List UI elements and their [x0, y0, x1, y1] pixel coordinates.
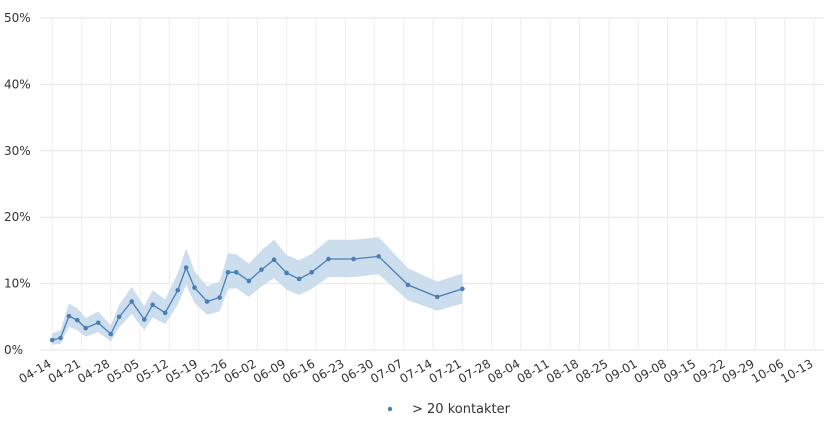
confidence-band — [52, 237, 463, 345]
legend-label: > 20 kontakter — [412, 402, 511, 417]
x-tick-label: 04-14 — [16, 356, 53, 386]
x-tick-label: 05-12 — [134, 356, 171, 386]
data-point — [141, 317, 147, 322]
data-point — [246, 278, 252, 284]
x-tick-label: 07-14 — [397, 356, 434, 386]
data-point — [162, 310, 168, 316]
data-point — [225, 270, 231, 275]
data-point — [58, 335, 63, 341]
data-point — [460, 286, 465, 292]
x-tick-label: 06-16 — [280, 356, 317, 386]
x-tick-label: 10-06 — [749, 356, 786, 386]
data-points — [49, 254, 465, 343]
x-tick-label: 05-05 — [104, 356, 141, 386]
x-tick-label: 08-04 — [485, 356, 522, 386]
data-point — [175, 287, 181, 293]
data-point — [326, 256, 331, 262]
y-tick-label: 50% — [4, 11, 31, 25]
data-point — [434, 294, 440, 300]
x-tick-label: 08-11 — [515, 356, 552, 386]
x-tick-label: 08-25 — [573, 356, 610, 386]
data-point — [83, 325, 88, 331]
x-tick-label: 09-29 — [720, 356, 757, 386]
x-tick-label: 07-28 — [456, 356, 493, 386]
x-tick-label: 06-23 — [309, 356, 346, 386]
x-tick-label: 08-18 — [544, 356, 581, 386]
data-point — [95, 320, 101, 326]
x-tick-label: 06-30 — [339, 356, 376, 386]
y-tick-label: 20% — [4, 210, 31, 224]
data-point — [405, 282, 411, 288]
x-tick-label: 09-15 — [661, 356, 698, 386]
x-tick-label: 07-21 — [427, 356, 464, 386]
data-point — [75, 317, 80, 323]
x-tick-label: 07-07 — [368, 356, 405, 386]
x-tick-label: 04-21 — [46, 356, 83, 386]
data-point — [271, 257, 277, 262]
y-tick-label: 30% — [4, 144, 31, 158]
data-point — [116, 314, 122, 320]
x-tick-label: 09-22 — [690, 356, 727, 386]
confidence-band-area — [52, 237, 463, 345]
data-point — [183, 265, 189, 270]
legend: > 20 kontakter — [387, 402, 511, 417]
data-point — [129, 299, 135, 304]
y-tick-label: 10% — [4, 277, 31, 291]
data-point — [284, 270, 289, 276]
x-tick-label: 05-26 — [192, 356, 229, 386]
x-axis-ticks: 04-1404-2104-2805-0505-1205-1905-2606-02… — [16, 356, 815, 386]
data-point — [66, 313, 72, 319]
data-point — [234, 270, 239, 275]
data-point — [351, 256, 356, 262]
grid-lines — [40, 17, 824, 351]
x-tick-label: 09-08 — [632, 356, 669, 386]
y-tick-label: 40% — [4, 77, 31, 91]
legend-marker — [387, 406, 393, 412]
data-point — [192, 285, 197, 290]
data-point — [108, 331, 114, 337]
data-point — [150, 302, 155, 308]
y-tick-label: 0% — [4, 343, 23, 357]
y-axis-ticks: 0% 10% 20% 30% 40% 50% — [4, 11, 31, 357]
data-point — [204, 299, 210, 304]
x-tick-label: 05-19 — [163, 356, 200, 386]
data-point — [309, 270, 315, 275]
x-tick-label: 06-02 — [222, 356, 259, 386]
data-point — [376, 254, 381, 259]
x-tick-label: 06-09 — [251, 356, 288, 386]
x-tick-label: 10-13 — [778, 356, 815, 386]
x-tick-label: 04-28 — [75, 356, 112, 386]
data-point — [49, 337, 55, 343]
data-point — [296, 276, 302, 282]
x-tick-label: 09-01 — [602, 356, 639, 386]
data-point — [217, 295, 222, 300]
data-point — [259, 267, 264, 272]
